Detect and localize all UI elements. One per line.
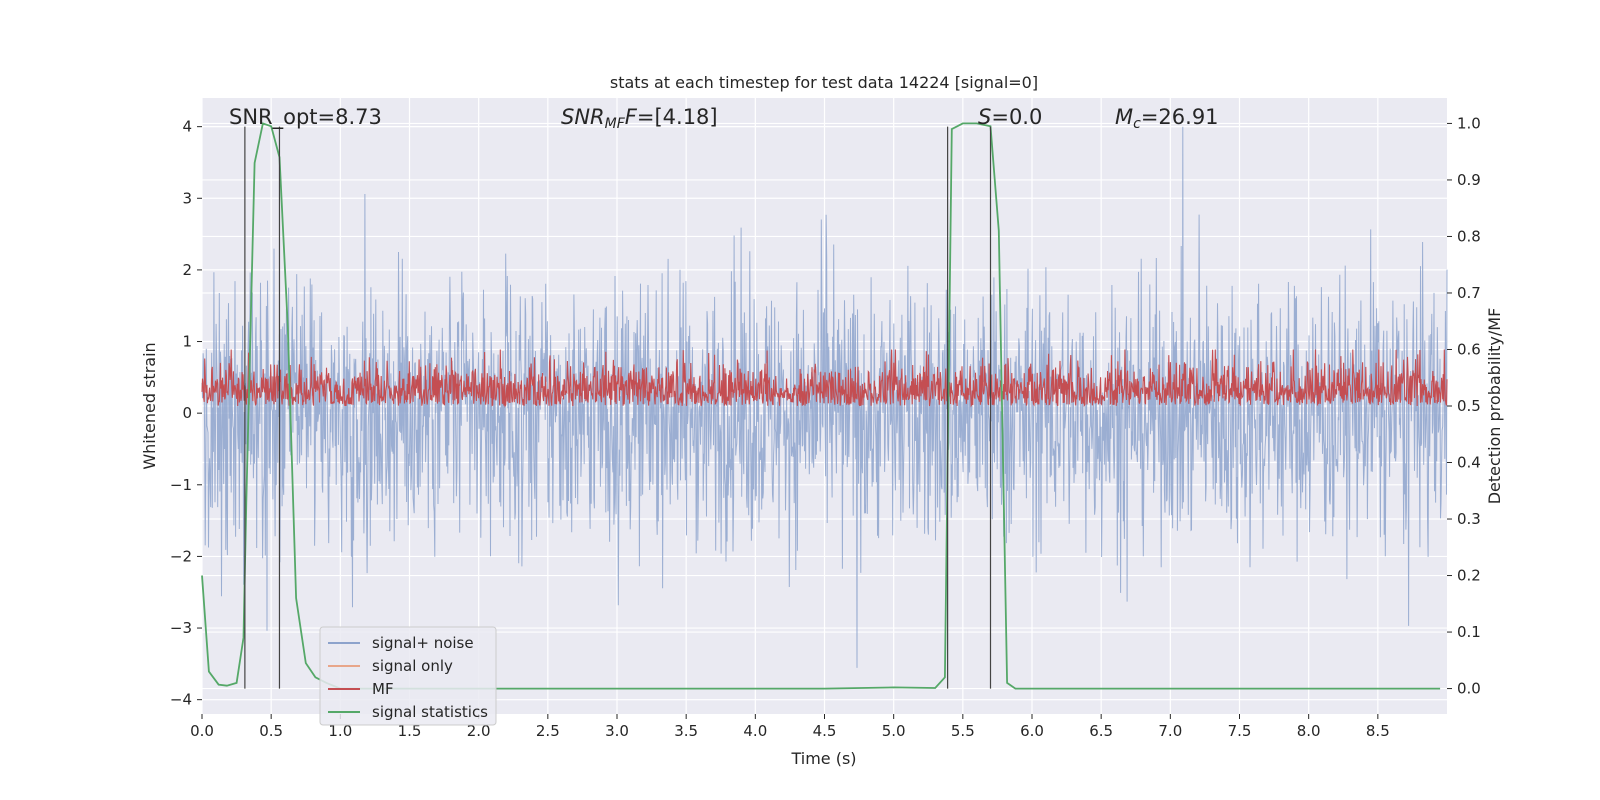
x-axis-ticks: 0.0 0.5 1.0 1.5 2.0 2.5 3.0 3.5 4.0 4.5 5.0 5.5 6.0 6… [190, 714, 1390, 740]
y-left-tick-label: −2 [170, 547, 192, 565]
x-tick-label: 4.5 [813, 722, 837, 740]
mf-line [201, 349, 1448, 408]
x-tick-label: 0.5 [259, 722, 283, 740]
legend: signal+ noise signal only MF signal statist… [319, 626, 497, 726]
s-name: S [978, 105, 991, 129]
x-tick-label: 5.0 [882, 722, 906, 740]
snr-mf-value: =[4.18] [637, 105, 718, 129]
snr-mf-name: SNR [561, 105, 605, 129]
mc-annotation: Mc=26.91 [1115, 105, 1219, 132]
x-tick-label: 6.5 [1089, 722, 1113, 740]
y-right-tick-label: 1.0 [1457, 114, 1481, 132]
y-right-tick-label: 0.0 [1457, 680, 1481, 698]
x-tick-label: 5.5 [951, 722, 975, 740]
x-tick-label: 3.0 [605, 722, 629, 740]
x-axis-label: Time (s) [790, 749, 856, 768]
legend-label: signal only [372, 657, 453, 675]
y-right-tick-label: 0.1 [1457, 623, 1481, 641]
mf-series [201, 349, 1448, 408]
y-right-tick-label: 0.6 [1457, 340, 1481, 358]
y-left-tick-label: −1 [170, 476, 192, 494]
y-left-tick-label: −4 [170, 691, 192, 709]
signal-noise-line [201, 126, 1448, 668]
y-right-tick-label: 0.5 [1457, 397, 1481, 415]
y-left-tick-label: 3 [182, 189, 192, 207]
s-annotation: S=0.0 [978, 105, 1042, 129]
y-left-tick-label: 2 [182, 261, 192, 279]
y-right-tick-label: 0.3 [1457, 510, 1481, 528]
y-right-axis-label: Detection probability/MF [1485, 308, 1504, 505]
chart-title: stats at each timestep for test data 142… [610, 73, 1038, 92]
snr-mf-f: F [625, 105, 638, 129]
x-tick-label: 8.0 [1297, 722, 1321, 740]
vertical-markers [244, 126, 992, 689]
y-right-axis-ticks: 0.0 0.1 0.2 0.3 0.4 0.5 0.6 0.7 0.8 0.9 1.0 [1447, 114, 1481, 698]
y-right-tick-label: 0.7 [1457, 284, 1481, 302]
s-value: =0.0 [991, 105, 1042, 129]
x-tick-label: 1.5 [398, 722, 422, 740]
y-left-tick-label: 1 [182, 333, 192, 351]
mc-name: M [1115, 105, 1133, 129]
legend-label: signal+ noise [372, 634, 474, 652]
legend-items: signal+ noise signal only MF signal statist… [328, 634, 488, 721]
snr-opt-annotation: SNR_opt=8.73 [229, 105, 382, 130]
snr-mf-annotation: SNRMFF=[4.18] [561, 105, 718, 132]
x-tick-label: 1.0 [328, 722, 352, 740]
y-left-axis-ticks: −4 −3 −2 −1 0 1 2 3 4 [170, 118, 202, 709]
x-tick-label: 0.0 [190, 722, 214, 740]
x-tick-label: 7.0 [1158, 722, 1182, 740]
y-left-tick-label: −3 [170, 619, 192, 637]
y-right-tick-label: 0.8 [1457, 227, 1481, 245]
x-tick-label: 7.5 [1228, 722, 1252, 740]
x-tick-label: 4.0 [743, 722, 767, 740]
mc-value: =26.91 [1141, 105, 1219, 129]
x-tick-label: 2.5 [536, 722, 560, 740]
legend-label: MF [372, 680, 394, 698]
mc-sub: c [1133, 116, 1141, 132]
snr-mf-sub: MF [605, 116, 626, 132]
y-right-tick-label: 0.9 [1457, 171, 1481, 189]
legend-label: signal statistics [372, 703, 488, 721]
x-tick-label: 8.5 [1366, 722, 1390, 740]
signal-noise-series [201, 126, 1448, 668]
y-left-tick-label: 0 [182, 404, 192, 422]
x-tick-label: 2.0 [467, 722, 491, 740]
y-right-tick-label: 0.4 [1457, 454, 1481, 472]
x-tick-label: 3.5 [674, 722, 698, 740]
y-right-tick-label: 0.2 [1457, 567, 1481, 585]
y-left-tick-label: 4 [182, 118, 192, 136]
x-tick-label: 6.0 [1020, 722, 1044, 740]
legend-box [319, 626, 497, 726]
y-left-axis-label: Whitened strain [140, 342, 159, 469]
